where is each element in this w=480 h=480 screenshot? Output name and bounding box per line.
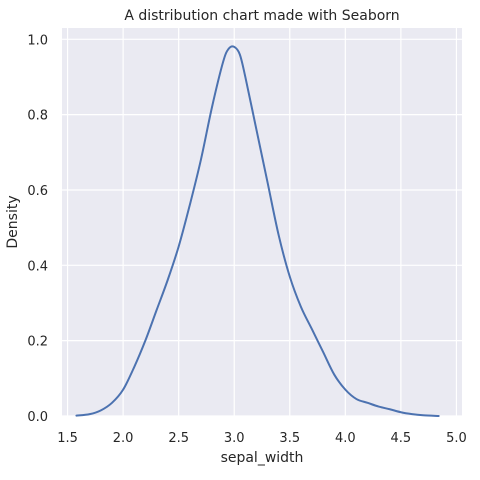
y-axis-ticks: 0.0 0.2 0.4 0.6 0.8 1.0	[27, 33, 48, 425]
x-tick-label: 1.5	[57, 431, 78, 446]
x-tick-label: 4.5	[391, 431, 412, 446]
x-tick-label: 5.0	[446, 431, 467, 446]
x-tick-label: 2.5	[168, 431, 189, 446]
plot-area	[62, 28, 462, 416]
x-axis-label: sepal_width	[221, 450, 304, 466]
chart-title: A distribution chart made with Seaborn	[124, 8, 399, 24]
x-tick-label: 3.5	[279, 431, 300, 446]
y-tick-label: 1.0	[27, 33, 48, 48]
x-tick-label: 3.0	[224, 431, 245, 446]
x-tick-label: 2.0	[113, 431, 134, 446]
density-curve	[75, 45, 440, 417]
y-axis-label: Density	[5, 195, 21, 248]
y-tick-label: 0.0	[27, 410, 48, 425]
x-axis-ticks: 1.5 2.0 2.5 3.0 3.5 4.0 4.5 5.0	[57, 431, 467, 446]
y-tick-label: 0.2	[27, 335, 48, 350]
y-tick-label: 0.8	[27, 109, 48, 124]
gridlines	[62, 28, 462, 417]
y-tick-label: 0.6	[27, 184, 48, 199]
y-tick-label: 0.4	[27, 259, 48, 274]
x-tick-label: 4.0	[335, 431, 356, 446]
